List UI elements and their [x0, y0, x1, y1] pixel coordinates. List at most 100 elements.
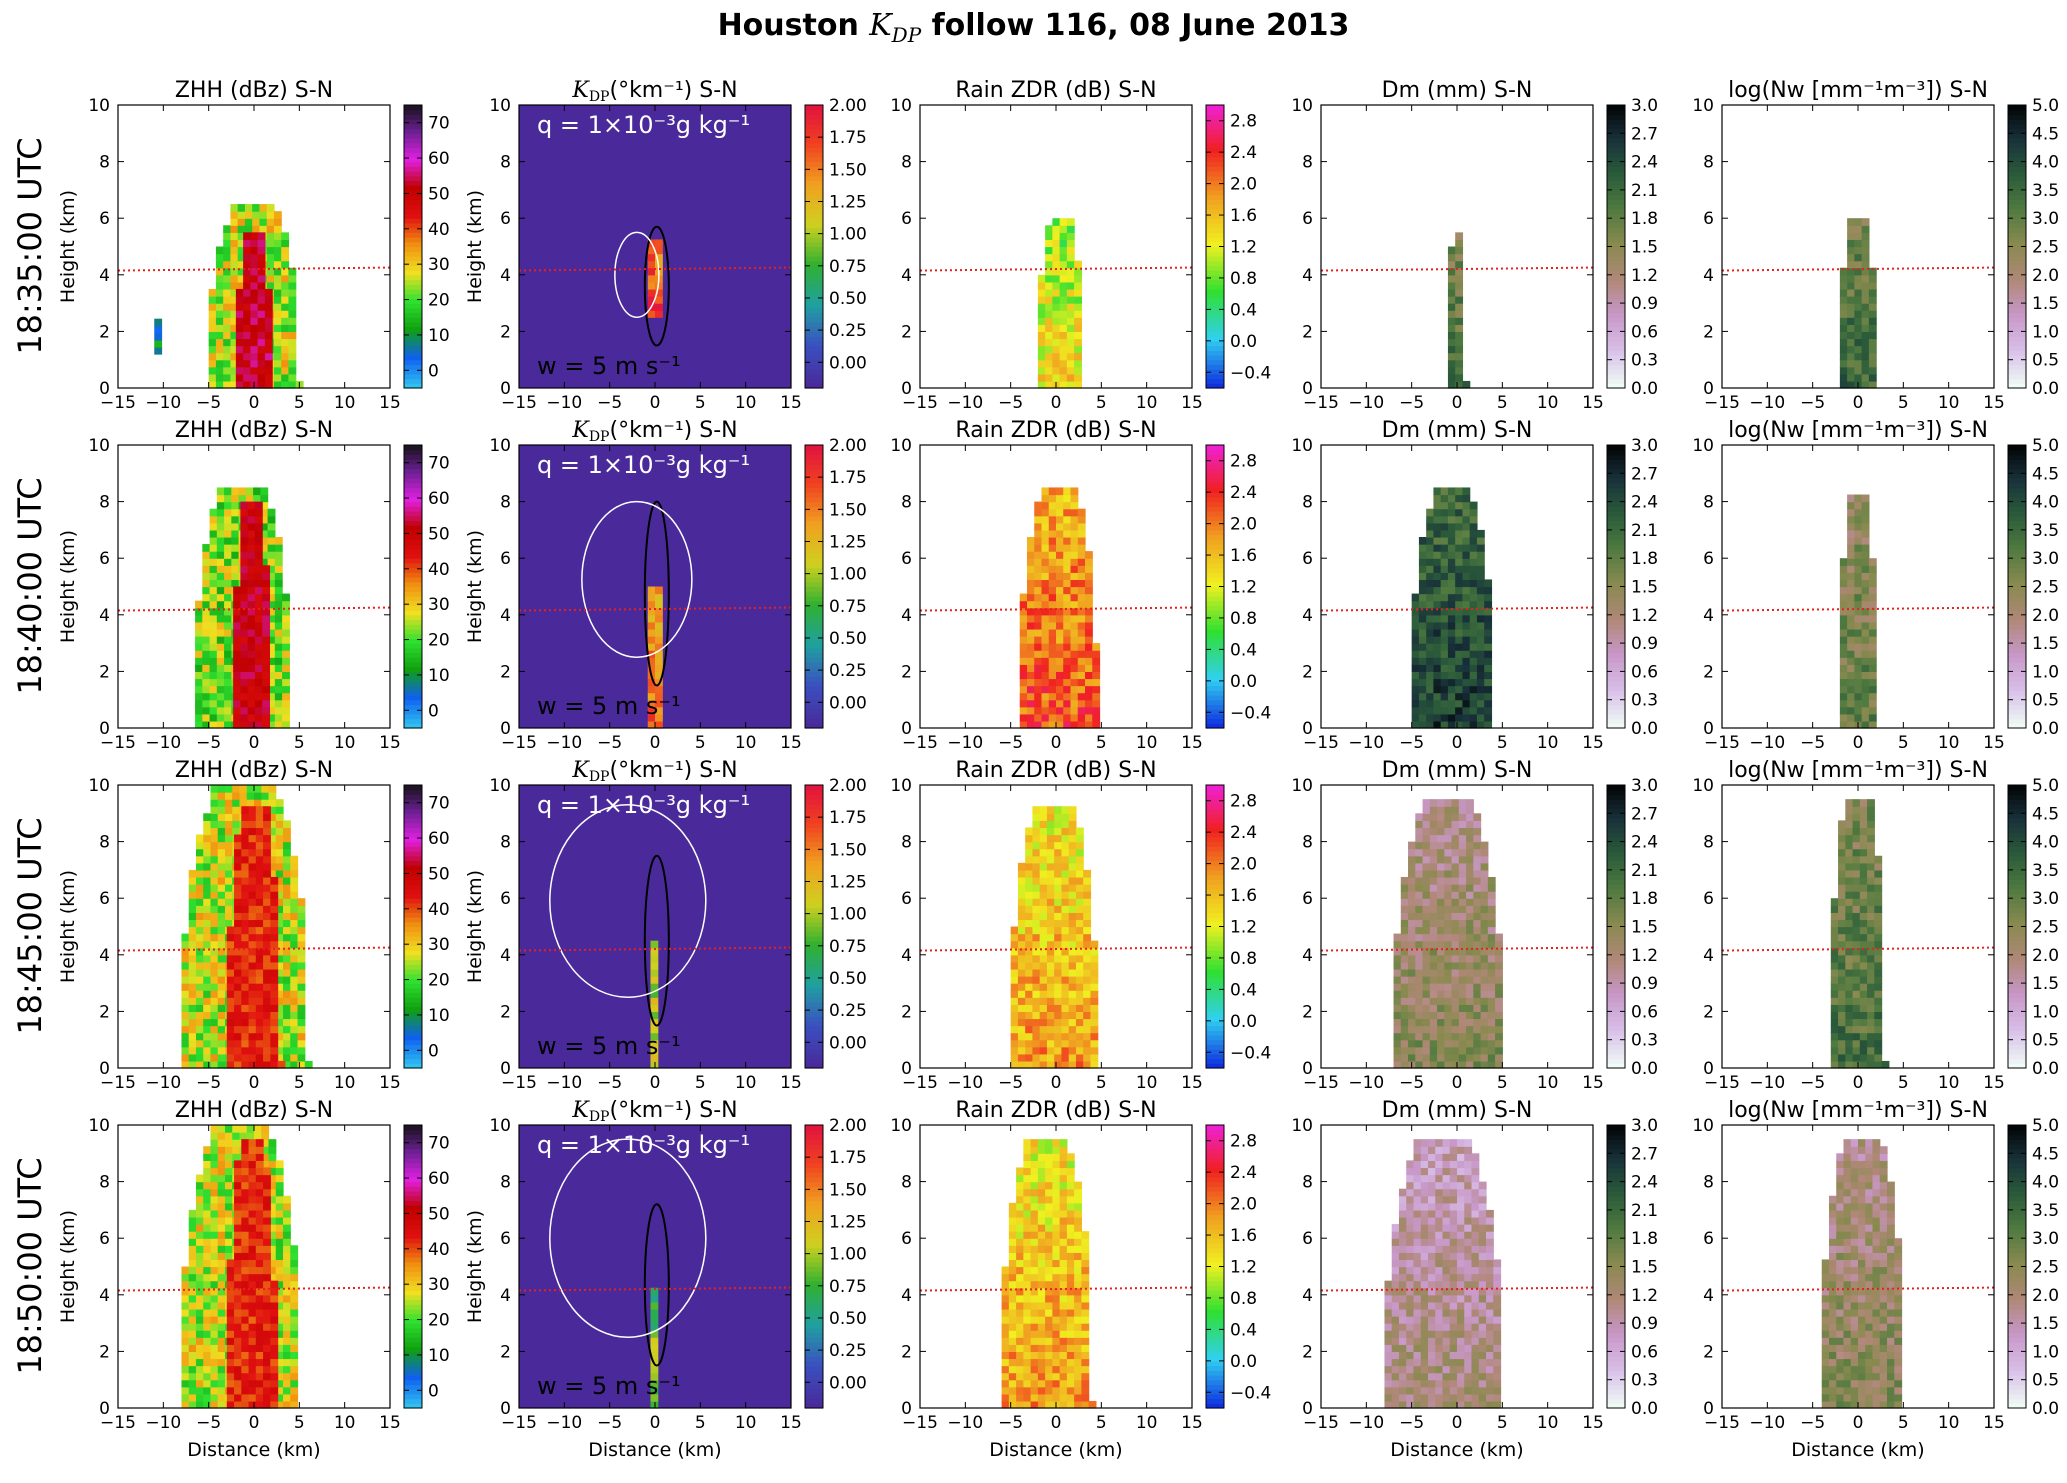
x-tick-label: −15 [100, 1073, 136, 1093]
colorbar-tick-label: 0.8 [1230, 269, 1257, 289]
x-tick-label: 10 [334, 733, 356, 753]
x-tick-label: 0 [650, 733, 661, 753]
y-tick-label: 0 [1703, 379, 1714, 399]
cell-core [1384, 1139, 1502, 1409]
x-tick-label: −10 [1348, 1073, 1384, 1093]
melting-level-line [1721, 946, 1995, 952]
y-tick-label: 4 [1703, 946, 1714, 966]
y-tick-label: 2 [1703, 322, 1714, 342]
y-tick-label: 2 [99, 1342, 110, 1362]
melting-level-line [1721, 606, 1995, 612]
colorbar-tick-label: 2.0 [2032, 266, 2059, 286]
x-tick-label: 15 [1983, 393, 2005, 413]
y-tick-label: 8 [1703, 493, 1714, 513]
colorbar: 0 10 20 30 40 50 60 70 [403, 104, 450, 389]
x-tick-label: 5 [294, 733, 305, 753]
colorbar-tick-label: 1.50 [829, 500, 867, 520]
x-tick-label: 15 [1582, 1073, 1604, 1093]
x-tick-label: 15 [1582, 1413, 1604, 1433]
y-tick-label: 4 [1703, 606, 1714, 626]
colorbar-tick-label: 0.0 [1230, 332, 1257, 352]
y-tick-label: 8 [500, 833, 511, 853]
colorbar: 0.0 0.5 1.0 1.5 2.0 2.5 3.0 3.5 4.0 4.5 5.0 [2007, 776, 2059, 1079]
colorbar-tick-label: 0.25 [829, 1341, 867, 1361]
panel-title: log(Nw [mm⁻¹m⁻³]) S-N [1728, 1098, 1988, 1123]
colorbar-tick-label: 1.25 [829, 532, 867, 552]
w-annotation: w = 5 m s⁻¹ [537, 692, 681, 720]
colorbar-tick-label: 0.0 [1230, 1352, 1257, 1372]
x-tick-label: −10 [947, 393, 983, 413]
cell-core-overlay [226, 806, 286, 1069]
y-tick-label: 6 [1703, 549, 1714, 569]
y-tick-label: 8 [901, 833, 912, 853]
y-tick-label: 6 [500, 209, 511, 229]
y-tick-label: 0 [901, 1059, 912, 1079]
x-tick-label: 15 [1181, 393, 1203, 413]
colorbar-tick-label: 70 [428, 794, 450, 814]
x-tick-label: 10 [1938, 393, 1960, 413]
x-axis-label: Distance (km) [187, 1439, 320, 1461]
colorbar-tick-label: 30 [428, 1275, 450, 1295]
y-tick-label: 2 [1302, 662, 1313, 682]
y-tick-label: 0 [901, 719, 912, 739]
colorbar: 0.0 0.3 0.6 0.9 1.2 1.5 1.8 2.1 2.4 2.7 3.0 [1606, 436, 1658, 739]
colorbar-tick-label: 3.0 [1631, 1116, 1658, 1136]
colorbar-tick-label: 2.5 [2032, 1258, 2059, 1278]
panel-title: Dm (mm) S-N [1382, 1098, 1533, 1123]
cell-core-overlay [226, 1139, 279, 1409]
x-tick-label: −10 [145, 1073, 181, 1093]
q-annotation: q = 1×10⁻³g kg⁻¹ [537, 1131, 750, 1159]
colorbar-tick-label: −0.4 [1230, 363, 1271, 383]
colorbar: 0.0 0.3 0.6 0.9 1.2 1.5 1.8 2.1 2.4 2.7 3.0 [1606, 1116, 1658, 1419]
x-tick-label: 10 [1136, 733, 1158, 753]
colorbar-tick-label: 4.0 [2032, 1173, 2059, 1193]
colorbar-tick-label: 1.25 [829, 192, 867, 212]
y-tick-label: 2 [901, 1002, 912, 1022]
panel-title: KDP(°km⁻¹) S-N [571, 758, 737, 785]
colorbar-tick-label: 1.50 [829, 840, 867, 860]
colorbar-tick-label: 30 [428, 935, 450, 955]
x-tick-label: 5 [1497, 733, 1508, 753]
panel-title: log(Nw [mm⁻¹m⁻³]) S-N [1728, 758, 1988, 783]
colorbar-tick-label: 40 [428, 900, 450, 920]
y-axis-label: Height (km) [464, 870, 486, 983]
x-tick-label: 5 [695, 733, 706, 753]
colorbar-tick-label: 5.0 [2032, 436, 2059, 456]
x-tick-label: 15 [379, 1073, 401, 1093]
colorbar-tick-label: 70 [428, 454, 450, 474]
y-tick-label: 2 [500, 1342, 511, 1362]
colorbar-tick-label: 30 [428, 255, 450, 275]
colorbar-tick-label: −0.4 [1230, 1043, 1271, 1063]
colorbar-tick-label: 0.00 [829, 1033, 867, 1053]
colorbar-tick-label: 60 [428, 149, 450, 169]
colorbar-tick-label: 1.2 [1230, 1258, 1257, 1278]
colorbar-tick-label: 20 [428, 1311, 450, 1331]
cell-core [647, 586, 663, 729]
colorbar: 0 10 20 30 40 50 60 70 [403, 784, 450, 1069]
cell-core [1393, 799, 1503, 1069]
cell-core [1839, 218, 1877, 389]
colorbar-tick-label: 0.50 [829, 289, 867, 309]
x-tick-label: 15 [780, 733, 802, 753]
x-tick-label: 15 [379, 733, 401, 753]
y-tick-label: 10 [489, 776, 511, 796]
colorbar-tick-label: 60 [428, 829, 450, 849]
cell-core [1019, 487, 1101, 729]
colorbar-tick-label: 0.3 [1631, 1031, 1658, 1051]
colorbar-tick-label: 0.6 [1631, 322, 1658, 342]
y-tick-label: 4 [901, 606, 912, 626]
colorbar-tick-label: 2.0 [2032, 946, 2059, 966]
x-tick-label: −15 [902, 1073, 938, 1093]
y-tick-label: 2 [901, 322, 912, 342]
colorbar-tick-label: 0.4 [1230, 300, 1257, 320]
x-tick-label: −5 [1399, 733, 1424, 753]
colorbar-tick-label: 1.2 [1230, 238, 1257, 258]
colorbar-tick-label: 1.75 [829, 468, 867, 488]
x-tick-label: 10 [1136, 393, 1158, 413]
colorbar-tick-label: 3.0 [1631, 436, 1658, 456]
x-tick-label: 0 [650, 1073, 661, 1093]
y-tick-label: 2 [500, 662, 511, 682]
colorbar-tick-label: 0.4 [1230, 980, 1257, 1000]
colorbar-tick-label: 1.5 [2032, 634, 2059, 654]
x-tick-label: −5 [597, 1413, 622, 1433]
